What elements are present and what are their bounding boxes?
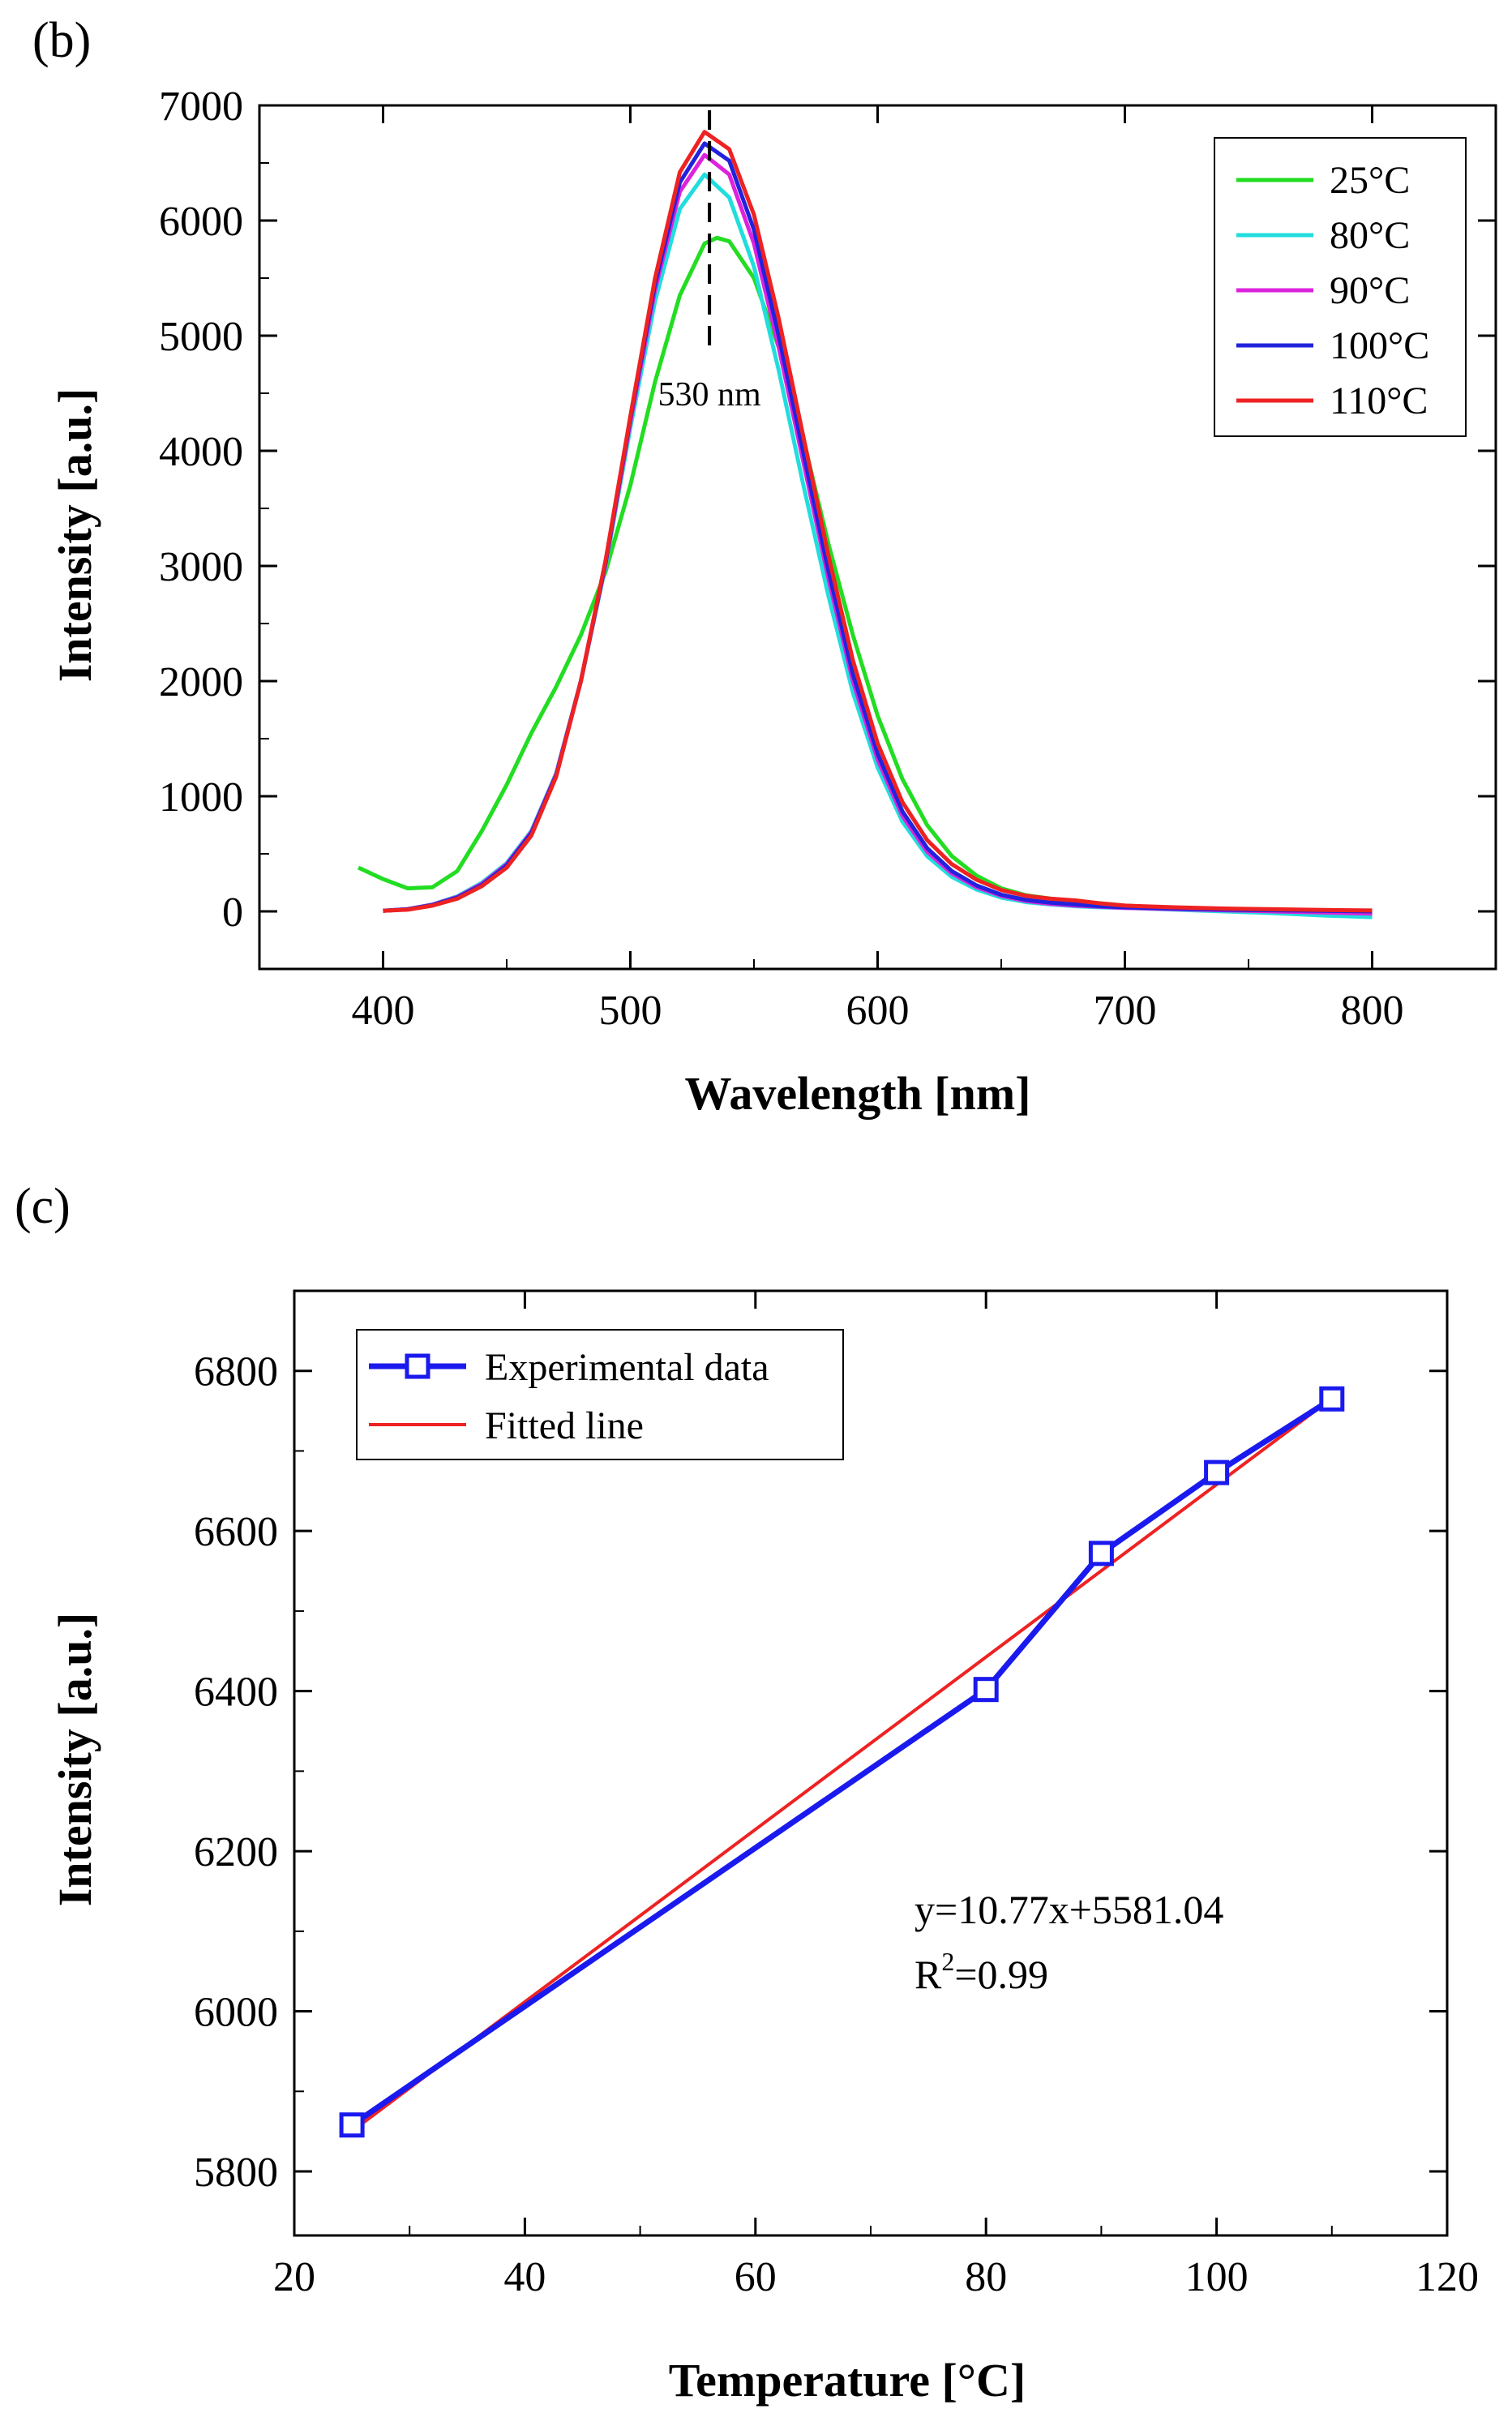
legend-c-label: Fitted line bbox=[485, 1404, 644, 1447]
legend-c-box bbox=[356, 1329, 844, 1460]
x-tick-label: 400 bbox=[352, 988, 415, 1034]
plot-b-series bbox=[357, 130, 1373, 919]
r-squared-text: R2=0.99 bbox=[914, 1947, 1048, 1997]
panel-c: (c) 20 40 60 80 100 120 5800 6000 6200 6400 6600 68… bbox=[15, 1179, 1479, 2407]
r-squared-prefix: R bbox=[914, 1952, 942, 1997]
x-tick-label: 500 bbox=[599, 988, 662, 1034]
legend-b-label: 90°C bbox=[1330, 269, 1410, 312]
y-tick-label: 6600 bbox=[194, 1509, 278, 1555]
y-tick-label: 6000 bbox=[194, 1990, 278, 2036]
legend-c-label: Experimental data bbox=[485, 1346, 769, 1389]
panel-c-label: (c) bbox=[15, 1179, 71, 1234]
y-tick-label: 2000 bbox=[159, 659, 243, 705]
y-tick-label: 6200 bbox=[194, 1829, 278, 1875]
legend-b: 25°C 80°C 90°C 100°C 110°C bbox=[1214, 137, 1467, 437]
peak-annotation: 530 nm bbox=[658, 110, 762, 414]
legend-b-label: 100°C bbox=[1330, 324, 1429, 367]
legend-b-label: 80°C bbox=[1330, 214, 1410, 257]
x-tick-label: 800 bbox=[1341, 988, 1404, 1034]
legend-b-label: 25°C bbox=[1330, 159, 1410, 202]
experimental-data-point bbox=[973, 1677, 999, 1703]
y-axis-title-c: Intensity [a.u.] bbox=[49, 1613, 101, 1907]
experimental-data-point bbox=[1319, 1386, 1345, 1412]
y-tick-label: 3000 bbox=[159, 544, 243, 590]
y-tick-label: 5800 bbox=[194, 2150, 278, 2196]
y-tick-label: 5000 bbox=[159, 314, 243, 360]
fitted-line bbox=[350, 1396, 1333, 2133]
plot-c-ticks: 20 40 60 80 100 120 5800 6000 6200 6400 6600 6800 bbox=[194, 1290, 1479, 2300]
x-tick-label: 20 bbox=[273, 2254, 315, 2300]
plot-c-series bbox=[339, 1386, 1345, 2138]
legend-b-box bbox=[1214, 137, 1467, 437]
x-axis-title-b: Wavelength [nm] bbox=[685, 1067, 1031, 1120]
x-tick-label: 100 bbox=[1185, 2254, 1249, 2300]
r-squared-superscript: 2 bbox=[941, 1947, 954, 1976]
legend-c-marker bbox=[405, 1353, 430, 1379]
experimental-data-point bbox=[1088, 1541, 1114, 1567]
y-tick-label: 7000 bbox=[159, 84, 243, 130]
experimental-data-point bbox=[339, 2112, 365, 2138]
legend-b-label: 110°C bbox=[1330, 379, 1428, 422]
experimental-data-point bbox=[1204, 1459, 1230, 1485]
x-axis-title-c: Temperature [°C] bbox=[669, 2354, 1026, 2407]
peak-label: 530 nm bbox=[658, 376, 762, 414]
r-squared-value: =0.99 bbox=[954, 1952, 1048, 1997]
x-tick-label: 600 bbox=[846, 988, 910, 1034]
legend-c: Experimental data Fitted line bbox=[356, 1329, 844, 1460]
panel-b-label: (b) bbox=[32, 13, 91, 68]
x-tick-label: 80 bbox=[965, 2254, 1007, 2300]
x-tick-label: 40 bbox=[503, 2254, 546, 2300]
fit-equation-text: y=10.77x+5581.04 bbox=[914, 1887, 1223, 1932]
y-tick-label: 6800 bbox=[194, 1349, 278, 1395]
y-tick-label: 1000 bbox=[159, 774, 243, 821]
plot-b-ticks: 400 500 600 700 800 0 1000 2000 3000 4000 5000 6000… bbox=[159, 84, 1497, 1034]
x-tick-label: 700 bbox=[1094, 988, 1157, 1034]
y-tick-label: 6000 bbox=[159, 199, 243, 245]
y-tick-label: 4000 bbox=[159, 429, 243, 475]
y-tick-label: 6400 bbox=[194, 1669, 278, 1716]
y-axis-title-b: Intensity [a.u.] bbox=[49, 388, 101, 683]
x-tick-label: 60 bbox=[735, 2254, 777, 2300]
fit-equation: y=10.77x+5581.04 R2=0.99 bbox=[914, 1887, 1223, 1997]
panel-b: (b) 400 500 600 700 800 0 1000 2000 3000 4000 5000… bbox=[32, 13, 1497, 1120]
y-tick-label: 0 bbox=[222, 889, 243, 936]
series-line-110c bbox=[383, 130, 1373, 913]
x-tick-label: 120 bbox=[1416, 2254, 1479, 2300]
